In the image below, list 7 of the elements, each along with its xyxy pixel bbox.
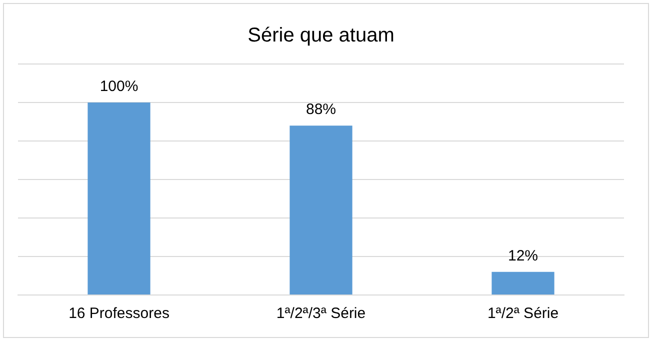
x-tick-label: 16 Professores [68, 305, 170, 322]
x-tick-label: 1ª/2ª/3ª Série [276, 305, 366, 322]
x-tick-label: 1ª/2ª Série [487, 305, 559, 322]
data-label: 88% [306, 101, 336, 118]
chart-title: Série que atuam [248, 24, 394, 47]
data-label: 12% [508, 248, 538, 265]
data-label: 100% [100, 78, 138, 96]
